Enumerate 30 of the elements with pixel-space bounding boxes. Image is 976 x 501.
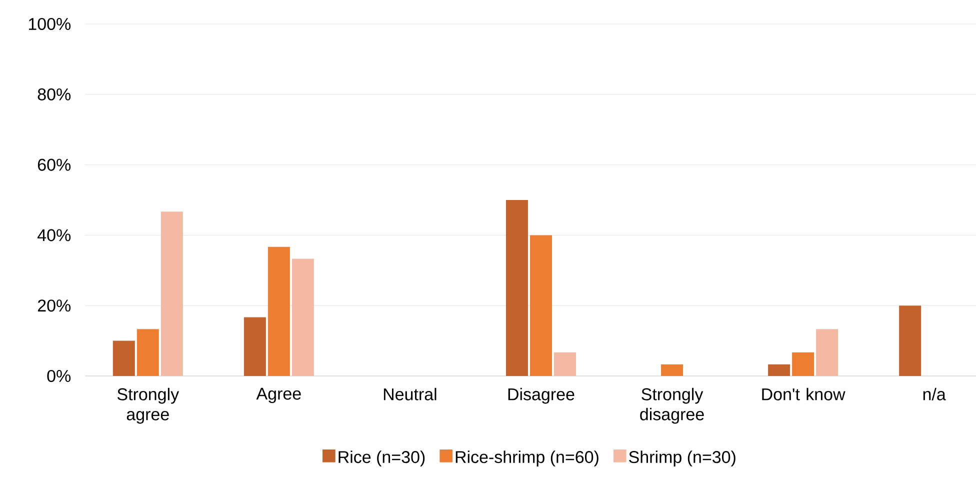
x-tick-label: Agree bbox=[256, 388, 301, 404]
x-tick-label: Don't know bbox=[762, 388, 846, 400]
bar bbox=[768, 364, 790, 376]
bar bbox=[244, 317, 266, 376]
bar bbox=[530, 235, 552, 376]
x-tick-label: Disagree bbox=[508, 388, 574, 404]
legend-label: Rice-shrimp (n=60) bbox=[456, 450, 598, 466]
y-tick-label: 40% bbox=[38, 229, 71, 242]
bar bbox=[816, 329, 838, 376]
y-tick-label: 100% bbox=[28, 18, 71, 30]
bar bbox=[160, 212, 183, 376]
x-tick-label: n/a bbox=[923, 388, 946, 400]
legend-label: Rice (n=30) bbox=[338, 450, 425, 466]
x-tick-label: Strongly disagree bbox=[640, 388, 704, 424]
bar bbox=[112, 340, 135, 376]
bar bbox=[554, 352, 576, 376]
y-tick-label: 60% bbox=[38, 158, 71, 171]
bar bbox=[136, 329, 159, 376]
y-tick-label: 80% bbox=[38, 88, 71, 100]
bar bbox=[292, 258, 314, 376]
bar bbox=[268, 246, 290, 376]
x-tick-label: Strongly agree bbox=[117, 388, 180, 424]
y-tick-label: 20% bbox=[38, 300, 71, 312]
bar bbox=[792, 352, 814, 376]
legend-label: Shrimp (n=30) bbox=[629, 450, 736, 466]
bar bbox=[506, 200, 528, 376]
x-tick-label: Neutral bbox=[384, 388, 436, 400]
bar bbox=[661, 364, 684, 376]
y-tick-label: 0% bbox=[47, 370, 71, 382]
bar bbox=[899, 306, 922, 376]
